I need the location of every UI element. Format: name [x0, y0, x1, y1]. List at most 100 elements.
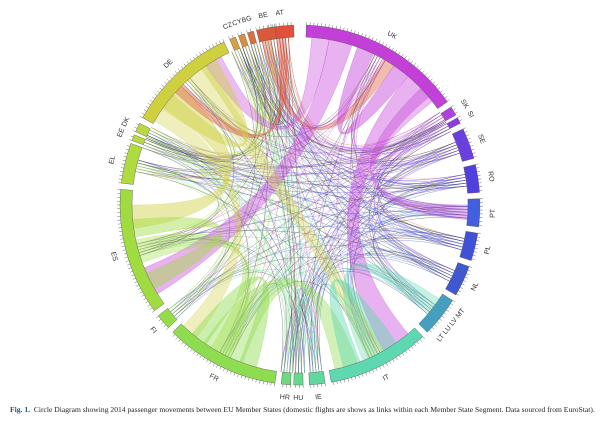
- link: [187, 80, 323, 372]
- segment-tick: [358, 375, 360, 379]
- segment-tick: [166, 79, 170, 82]
- link: [380, 152, 464, 245]
- segment-arc: [256, 26, 277, 43]
- segment-tick: [473, 251, 477, 253]
- link: [181, 86, 381, 353]
- segment-tick: [464, 130, 468, 133]
- segment-tick: [477, 236, 481, 238]
- segment-tick: [189, 58, 192, 62]
- link: [138, 131, 452, 178]
- segment-tick: [340, 380, 342, 384]
- segment-tick: [375, 38, 377, 42]
- segment-tick: [120, 238, 124, 240]
- segment-tick: [183, 63, 186, 67]
- segment-tick: [212, 44, 215, 48]
- segment-tick: [222, 39, 225, 42]
- segment-tick: [266, 382, 268, 386]
- segment-tick: [357, 31, 360, 35]
- segment-tick: [187, 346, 190, 350]
- segment-tick: [131, 274, 135, 277]
- link: [247, 40, 280, 125]
- segment-tick: [335, 25, 337, 29]
- link: [146, 135, 296, 373]
- segment-tick: [422, 336, 425, 339]
- segment-tick: [473, 156, 477, 158]
- segment-tick: [209, 361, 212, 365]
- segment-tick: [215, 42, 218, 46]
- segment-arc: [440, 106, 457, 122]
- segment-tick: [228, 36, 230, 40]
- link: [174, 45, 264, 317]
- segment-tick: [343, 27, 345, 31]
- link: [142, 147, 231, 317]
- segment-tick: [208, 46, 211, 49]
- segment-tick: [476, 171, 480, 173]
- segment-tick: [404, 56, 407, 59]
- segment-tick: [240, 31, 243, 35]
- segment-tick: [336, 381, 338, 385]
- segment-tick: [259, 380, 261, 384]
- link: [187, 80, 469, 207]
- segment-label: BE: [258, 11, 269, 20]
- segment-tick: [466, 134, 470, 137]
- segment-tick: [132, 278, 136, 280]
- segment-tick: [231, 35, 234, 38]
- link: [139, 239, 230, 315]
- segment-tick: [385, 43, 388, 47]
- link: [145, 139, 320, 372]
- link: [175, 174, 466, 319]
- segment-tick: [255, 379, 257, 383]
- segment-tick: [124, 152, 128, 154]
- link: [261, 41, 373, 357]
- segment-label: HR: [280, 394, 291, 400]
- caption: Fig. 1. Circle Diagram showing 2014 pass…: [10, 405, 595, 415]
- link: [145, 139, 468, 210]
- segment-label: DE: [163, 58, 175, 70]
- link: [355, 60, 463, 248]
- segment-tick: [471, 258, 475, 260]
- segment-tick: [448, 306, 452, 309]
- segment-tick: [350, 29, 352, 33]
- link: [382, 185, 467, 239]
- segment-tick: [472, 255, 476, 257]
- link: [144, 141, 457, 175]
- link: [139, 80, 235, 256]
- segment-label: NL: [470, 281, 480, 292]
- link: [224, 150, 459, 356]
- link: [285, 37, 456, 160]
- link: [270, 39, 468, 216]
- segment-tick: [475, 163, 479, 165]
- segment-tick: [395, 49, 398, 53]
- segment-tick: [457, 116, 461, 118]
- segment-tick: [351, 377, 353, 381]
- segment-tick: [450, 105, 454, 108]
- segment-arc: [157, 308, 178, 329]
- link: [185, 81, 257, 359]
- segment-tick: [427, 75, 430, 79]
- link: [253, 43, 457, 162]
- segment-arc: [238, 33, 249, 48]
- segment-tick: [410, 60, 413, 64]
- segment-tick: [424, 73, 428, 76]
- segment-tick: [347, 28, 349, 32]
- link: [138, 159, 284, 372]
- segment-tick: [368, 371, 371, 375]
- chords: [131, 37, 469, 374]
- link: [227, 237, 463, 357]
- segment-tick: [408, 348, 411, 352]
- link: [145, 137, 230, 313]
- segment-tick: [444, 312, 447, 315]
- segment-tick: [422, 70, 425, 74]
- segment-tick: [388, 45, 391, 49]
- link: [250, 44, 287, 372]
- segment-arc: [293, 372, 304, 386]
- link: [250, 44, 450, 282]
- segment-tick: [129, 139, 133, 141]
- segment-tick: [429, 329, 432, 333]
- segment-tick: [456, 293, 460, 296]
- segment-label: CY: [232, 18, 244, 28]
- segment-tick: [395, 357, 398, 360]
- segment-tick: [132, 130, 136, 132]
- segment-label: UK: [386, 30, 398, 41]
- segment-arc: [466, 198, 481, 228]
